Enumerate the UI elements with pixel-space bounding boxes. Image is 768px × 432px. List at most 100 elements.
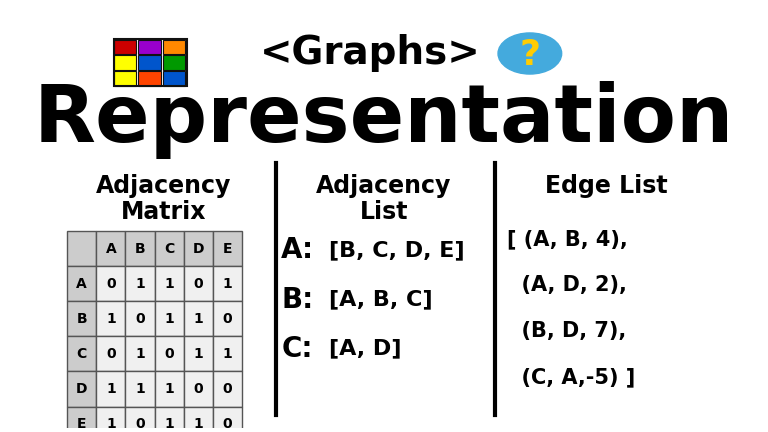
Text: 1: 1 <box>194 312 204 326</box>
Text: 0: 0 <box>164 347 174 361</box>
Text: 1: 1 <box>223 347 233 361</box>
Bar <box>125 231 154 266</box>
Text: Edge List: Edge List <box>545 174 667 198</box>
Bar <box>213 337 242 372</box>
Bar <box>114 40 137 54</box>
Bar <box>114 38 187 86</box>
Text: A:: A: <box>281 236 314 264</box>
Bar <box>125 266 154 301</box>
Text: B: B <box>134 241 145 256</box>
Text: 1: 1 <box>164 417 174 431</box>
Text: 0: 0 <box>106 347 116 361</box>
Bar <box>184 372 213 407</box>
Bar <box>96 407 125 432</box>
Text: Representation: Representation <box>34 81 734 159</box>
Text: 1: 1 <box>135 277 145 291</box>
Bar <box>67 301 96 337</box>
Bar <box>213 231 242 266</box>
Text: 1: 1 <box>194 417 204 431</box>
Bar <box>125 337 154 372</box>
Text: 1: 1 <box>194 347 204 361</box>
Bar <box>184 337 213 372</box>
Text: <Graphs>: <Graphs> <box>260 35 481 73</box>
Text: [B, C, D, E]: [B, C, D, E] <box>329 240 465 260</box>
Text: 1: 1 <box>106 417 116 431</box>
Bar <box>67 231 96 266</box>
Bar <box>213 266 242 301</box>
Bar <box>213 372 242 407</box>
Text: 0: 0 <box>223 417 233 431</box>
Bar <box>154 337 184 372</box>
Bar <box>96 337 125 372</box>
Text: A: A <box>76 277 87 291</box>
Bar <box>114 55 137 70</box>
Text: 0: 0 <box>223 382 233 396</box>
Text: 1: 1 <box>106 312 116 326</box>
Bar <box>154 266 184 301</box>
Text: (A, D, 2),: (A, D, 2), <box>507 276 627 295</box>
Text: C: C <box>77 347 87 361</box>
Bar <box>125 372 154 407</box>
Text: 0: 0 <box>223 312 233 326</box>
Text: C:: C: <box>281 335 313 363</box>
Bar <box>213 301 242 337</box>
Text: Adjacency: Adjacency <box>316 174 452 198</box>
Text: Adjacency: Adjacency <box>96 174 232 198</box>
Bar <box>67 266 96 301</box>
Bar <box>163 40 185 54</box>
Bar <box>154 372 184 407</box>
Bar <box>163 71 185 86</box>
Text: D: D <box>193 241 204 256</box>
Text: 0: 0 <box>194 277 204 291</box>
Bar <box>96 266 125 301</box>
Text: [A, D]: [A, D] <box>329 339 402 359</box>
Text: 0: 0 <box>106 277 116 291</box>
Text: Matrix: Matrix <box>121 200 207 224</box>
Bar <box>213 407 242 432</box>
Text: D: D <box>76 382 88 396</box>
Text: 1: 1 <box>135 382 145 396</box>
Text: B: B <box>76 312 87 326</box>
Text: C: C <box>164 241 174 256</box>
Bar <box>138 71 161 86</box>
Bar <box>154 301 184 337</box>
Text: E: E <box>223 241 232 256</box>
Text: List: List <box>359 200 409 224</box>
Text: 1: 1 <box>164 312 174 326</box>
Text: B:: B: <box>281 286 313 314</box>
Text: 1: 1 <box>164 382 174 396</box>
Text: 1: 1 <box>223 277 233 291</box>
Text: 0: 0 <box>135 417 145 431</box>
Bar <box>138 55 161 70</box>
Text: A: A <box>105 241 116 256</box>
Bar <box>67 372 96 407</box>
Bar <box>125 301 154 337</box>
Text: (B, D, 7),: (B, D, 7), <box>507 321 626 341</box>
Text: 1: 1 <box>135 347 145 361</box>
Text: 0: 0 <box>135 312 145 326</box>
Text: 1: 1 <box>164 277 174 291</box>
Bar <box>96 231 125 266</box>
Text: ?: ? <box>519 38 541 72</box>
Bar <box>184 231 213 266</box>
Text: (C, A,-5) ]: (C, A,-5) ] <box>507 367 635 387</box>
Bar <box>154 407 184 432</box>
Bar <box>163 55 185 70</box>
Bar <box>184 266 213 301</box>
Bar <box>184 407 213 432</box>
Bar <box>114 71 137 86</box>
Text: 1: 1 <box>106 382 116 396</box>
Bar <box>96 372 125 407</box>
Text: E: E <box>77 417 87 431</box>
Bar <box>154 231 184 266</box>
Bar <box>67 337 96 372</box>
Text: [A, B, C]: [A, B, C] <box>329 289 432 310</box>
Bar <box>138 40 161 54</box>
Circle shape <box>498 33 561 74</box>
Bar <box>125 407 154 432</box>
Bar <box>67 407 96 432</box>
Bar <box>184 301 213 337</box>
Text: 0: 0 <box>194 382 204 396</box>
Bar <box>96 301 125 337</box>
Text: [ (A, B, 4),: [ (A, B, 4), <box>507 230 627 250</box>
